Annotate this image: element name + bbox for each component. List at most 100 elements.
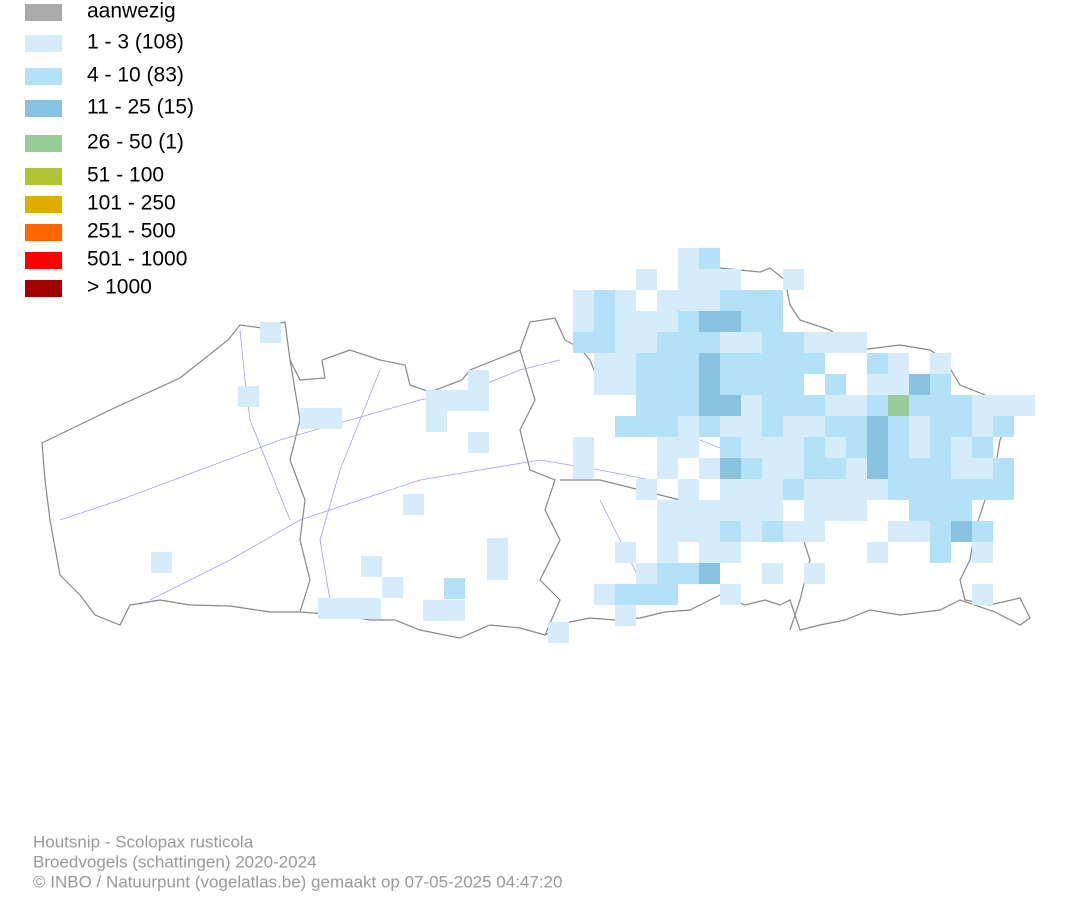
grid-cell: [951, 521, 972, 542]
grid-cell: [573, 437, 594, 458]
grid-cell: [741, 353, 762, 374]
footer: Houtsnip - Scolopax rusticolaBroedvogels…: [33, 832, 562, 891]
grid-cell: [657, 563, 678, 584]
grid-cell: [783, 269, 804, 290]
grid-cell: [804, 458, 825, 479]
grid-cell: [615, 542, 636, 563]
grid-cell: [720, 332, 741, 353]
grid-cell: [867, 416, 888, 437]
grid-cell: [636, 395, 657, 416]
grid-cell: [825, 374, 846, 395]
grid-cell: [909, 500, 930, 521]
legend-label: 251 - 500: [87, 220, 176, 243]
grid-cell: [594, 332, 615, 353]
grid-cell: [930, 479, 951, 500]
grid-cell: [657, 542, 678, 563]
grid-cell: [804, 437, 825, 458]
grid-cell: [909, 416, 930, 437]
grid-cell: [573, 311, 594, 332]
grid-cell: [720, 584, 741, 605]
grid-cell: [762, 311, 783, 332]
grid-cell: [321, 408, 342, 429]
grid-cell: [487, 538, 508, 559]
grid-cell: [573, 290, 594, 311]
grid-cell: [741, 521, 762, 542]
grid-cell: [678, 521, 699, 542]
grid-cell: [762, 374, 783, 395]
grid-cell: [783, 332, 804, 353]
grid-cell: [846, 437, 867, 458]
grid-cell: [699, 458, 720, 479]
grid-cell: [762, 353, 783, 374]
grid-cell: [825, 458, 846, 479]
grid-cell: [867, 437, 888, 458]
legend: aanwezig 1 - 3 (108) 4 - 10 (83) 11 - 25 (1…: [25, 0, 194, 299]
grid-cell: [657, 353, 678, 374]
grid-cell: [699, 332, 720, 353]
grid-cell: [930, 395, 951, 416]
grid-cell: [594, 290, 615, 311]
grid-cell: [720, 479, 741, 500]
grid-cell: [657, 332, 678, 353]
grid-cell: [636, 416, 657, 437]
legend-swatch: [25, 4, 62, 21]
grid-cell: [678, 353, 699, 374]
grid-cell: [1014, 395, 1035, 416]
grid-cell: [699, 374, 720, 395]
legend-label: 1 - 3 (108): [87, 31, 184, 54]
grid-cell: [699, 353, 720, 374]
grid-cell: [762, 458, 783, 479]
legend-label: 101 - 250: [87, 192, 176, 215]
grid-cell: [657, 416, 678, 437]
grid-cell: [909, 479, 930, 500]
grid-cell: [867, 458, 888, 479]
legend-swatch: [25, 196, 62, 213]
grid-cell: [636, 311, 657, 332]
grid-cell: [657, 374, 678, 395]
grid-cells: [151, 248, 1035, 643]
grid-cell: [678, 479, 699, 500]
grid-cell: [888, 437, 909, 458]
grid-cell: [762, 500, 783, 521]
grid-cell: [762, 437, 783, 458]
grid-cell: [447, 390, 468, 411]
grid-cell: [804, 479, 825, 500]
grid-cell: [930, 458, 951, 479]
grid-cell: [804, 563, 825, 584]
grid-cell: [762, 395, 783, 416]
grid-cell: [846, 458, 867, 479]
grid-cell: [444, 578, 465, 599]
legend-label: 51 - 100: [87, 164, 164, 187]
grid-cell: [657, 584, 678, 605]
grid-cell: [423, 600, 444, 621]
grid-cell: [762, 479, 783, 500]
grid-cell: [930, 521, 951, 542]
grid-cell: [678, 395, 699, 416]
grid-cell: [361, 556, 382, 577]
grid-cell: [993, 479, 1014, 500]
grid-cell: [720, 458, 741, 479]
legend-swatch: [25, 35, 62, 52]
grid-cell: [615, 584, 636, 605]
grid-cell: [678, 563, 699, 584]
grid-cell: [382, 577, 403, 598]
grid-cell: [741, 374, 762, 395]
grid-cell: [360, 598, 381, 619]
grid-cell: [699, 269, 720, 290]
grid-cell: [846, 416, 867, 437]
legend-label: 26 - 50 (1): [87, 131, 184, 154]
grid-cell: [741, 395, 762, 416]
grid-cell: [741, 416, 762, 437]
grid-cell: [573, 458, 594, 479]
grid-cell: [762, 563, 783, 584]
grid-cell: [846, 500, 867, 521]
grid-cell: [615, 290, 636, 311]
grid-cell: [699, 248, 720, 269]
grid-cell: [318, 598, 339, 619]
grid-cell: [699, 521, 720, 542]
grid-cell: [951, 500, 972, 521]
grid-cell: [783, 479, 804, 500]
grid-cell: [972, 521, 993, 542]
grid-cell: [657, 290, 678, 311]
